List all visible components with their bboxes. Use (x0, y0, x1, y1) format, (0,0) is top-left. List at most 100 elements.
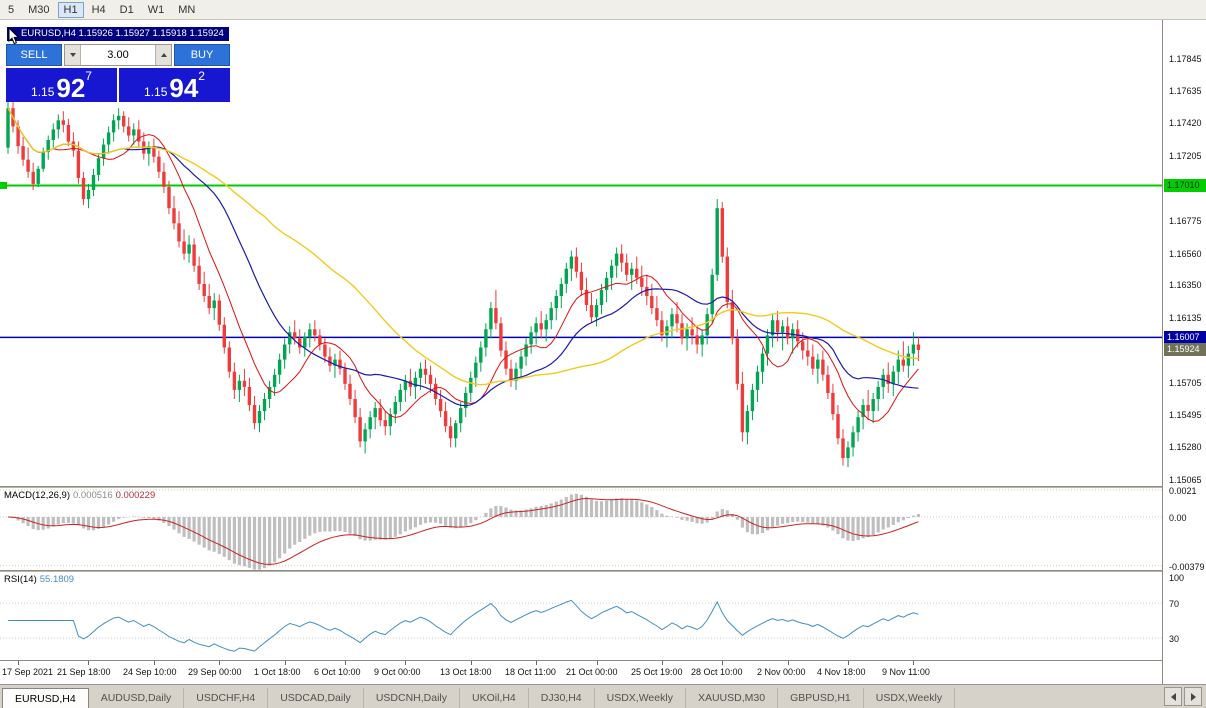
price-axis[interactable]: 1.178451.176351.174201.172051.169901.167… (1162, 20, 1206, 684)
chart-tab-usdx-weekly[interactable]: USDX,Weekly (595, 688, 686, 708)
chart-title: EURUSD,H4 1.15926 1.15927 1.15918 1.1592… (7, 27, 229, 41)
triangle-up-icon (160, 53, 167, 57)
time-axis-label: 13 Oct 18:00 (440, 667, 492, 677)
price-axis-label: 1.16350 (1169, 280, 1202, 290)
time-axis-label: 29 Sep 00:00 (188, 667, 242, 677)
time-tick (471, 661, 472, 665)
chart-tab-xauusd-m30[interactable]: XAUUSD,M30 (686, 688, 779, 708)
timeframe-button-D1[interactable]: D1 (119, 3, 134, 16)
rsi-value: 55.1809 (39, 574, 75, 585)
price-axis-label: 1.15705 (1169, 378, 1202, 388)
time-tick (345, 661, 346, 665)
candles (6, 99, 921, 468)
price-axis-label: 1.16775 (1169, 216, 1202, 226)
buy-price-display[interactable]: 1.15 94 2 (119, 68, 230, 102)
chart-tab-gbpusd-h1[interactable]: GBPUSD,H1 (778, 688, 864, 708)
time-axis-label: 18 Oct 11:00 (505, 667, 556, 677)
sell-button[interactable]: SELL (6, 44, 62, 66)
chart-tab-usdcad-daily[interactable]: USDCAD,Daily (268, 688, 364, 708)
price-axis-label: 1.15495 (1169, 410, 1202, 420)
buy-price-big: 94 (169, 73, 199, 103)
macd-panel-splitter[interactable] (0, 486, 1162, 488)
chart-tab-audusd-daily[interactable]: AUDUSD,Daily (89, 688, 185, 708)
buy-button[interactable]: BUY (174, 44, 230, 66)
candlestick-chart[interactable] (0, 20, 1162, 486)
time-axis-label: 4 Nov 18:00 (817, 667, 866, 677)
sell-price-prefix: 1.15 (31, 85, 55, 99)
time-tick (88, 661, 89, 665)
volume-input[interactable] (81, 45, 155, 65)
time-axis-label: 9 Nov 11:00 (882, 667, 930, 677)
chart-window[interactable]: EURUSD,H4 1.15926 1.15927 1.15918 1.1592… (0, 20, 1206, 684)
macd-main-value: 0.000516 (73, 490, 113, 501)
sell-price-sup: 7 (85, 69, 92, 83)
volume-increase-button[interactable] (155, 45, 171, 65)
time-axis-label: 21 Sep 18:00 (57, 667, 111, 677)
time-axis-label: 2 Nov 00:00 (757, 667, 806, 677)
sell-price-display[interactable]: 1.15 92 7 (6, 68, 117, 102)
chart-tab-usdx-weekly[interactable]: USDX,Weekly (864, 688, 956, 708)
last-price-tag: 1.15924 (1164, 343, 1206, 356)
chart-tab-dj30-h4[interactable]: DJ30,H4 (529, 688, 595, 708)
sell-price-big: 92 (56, 73, 86, 103)
time-axis-label: 21 Oct 00:00 (566, 667, 618, 677)
time-axis-label: 9 Oct 00:00 (374, 667, 421, 677)
time-axis-label: 17 Sep 2021 (2, 667, 54, 677)
rsi-axis-label: 70 (1169, 599, 1180, 609)
tabs-scroll-left-button[interactable] (1164, 687, 1182, 706)
macd-signal-line (7, 497, 919, 565)
volume-stepper (64, 44, 172, 66)
time-axis-label: 6 Oct 10:00 (314, 667, 361, 677)
time-tick (285, 661, 286, 665)
time-axis-label: 25 Oct 19:00 (631, 667, 683, 677)
rsi-header: RSI(14) 55.1809 (4, 574, 74, 585)
chart-tab-usdchf-h4[interactable]: USDCHF,H4 (184, 688, 269, 708)
timeframe-button-H1[interactable]: H1 (57, 1, 84, 18)
time-tick (18, 661, 19, 665)
timeframe-button-H4[interactable]: H4 (91, 3, 106, 16)
macd-chart[interactable] (0, 488, 1162, 570)
time-tick (913, 661, 914, 665)
rsi-panel-splitter[interactable] (0, 570, 1162, 572)
time-tick (597, 661, 598, 665)
chart-tabs-bar: EURUSD,H4 AUDUSD,Daily USDCHF,H4 USDCAD,Dai… (0, 684, 1206, 708)
hline-anchor[interactable] (0, 181, 7, 189)
chart-tab-ukoil-h4[interactable]: UKOil,H4 (460, 688, 529, 708)
timeframe-button-5[interactable]: 5 (8, 3, 15, 16)
ma-line-24 (7, 107, 919, 407)
triangle-left-icon (1170, 692, 1176, 701)
time-axis-label: 24 Sep 10:00 (123, 667, 177, 677)
rsi-chart[interactable] (0, 572, 1162, 660)
timeframe-toolbar: 5 M30 H1 H4 D1 W1 MN (0, 0, 1206, 20)
chart-tabs: EURUSD,H4 AUDUSD,Daily USDCHF,H4 USDCAD,Dai… (2, 688, 956, 708)
time-tick (219, 661, 220, 665)
time-axis-label: 28 Oct 10:00 (691, 667, 743, 677)
macd-axis-label: -0.00379 (1169, 562, 1205, 572)
triangle-down-icon (69, 53, 76, 57)
chart-tab-eurusd-h4[interactable]: EURUSD,H4 (2, 688, 89, 708)
price-axis-label: 1.17635 (1169, 86, 1202, 96)
macd-header: MACD(12,26,9) 0.000516 0.000229 (4, 490, 155, 501)
tabs-scroll-buttons (1164, 687, 1206, 708)
price-axis-label: 1.17845 (1169, 54, 1202, 64)
volume-decrease-button[interactable] (65, 45, 81, 65)
rsi-label: RSI(14) (4, 574, 37, 585)
macd-axis-label: 0.0021 (1169, 486, 1197, 496)
time-tick (662, 661, 663, 665)
timeframe-button-W1[interactable]: W1 (147, 3, 165, 16)
rsi-axis-label: 100 (1169, 573, 1185, 583)
price-axis-label: 1.16135 (1169, 313, 1202, 323)
timeframe-button-M30[interactable]: M30 (28, 3, 50, 16)
time-tick (722, 661, 723, 665)
price-tag: 1.16007 (1164, 331, 1206, 344)
time-tick (154, 661, 155, 665)
tabs-scroll-right-button[interactable] (1184, 687, 1202, 706)
macd-axis-label: 0.00 (1169, 513, 1187, 523)
timeframe-button-MN[interactable]: MN (178, 3, 196, 16)
price-axis-label: 1.15065 (1169, 475, 1202, 485)
time-axis[interactable]: 17 Sep 2021 21 Sep 18:00 24 Sep 10:00 29 Se… (0, 660, 1162, 684)
chart-tab-usdcnh-daily[interactable]: USDCNH,Daily (364, 688, 460, 708)
rsi-line (8, 599, 919, 652)
